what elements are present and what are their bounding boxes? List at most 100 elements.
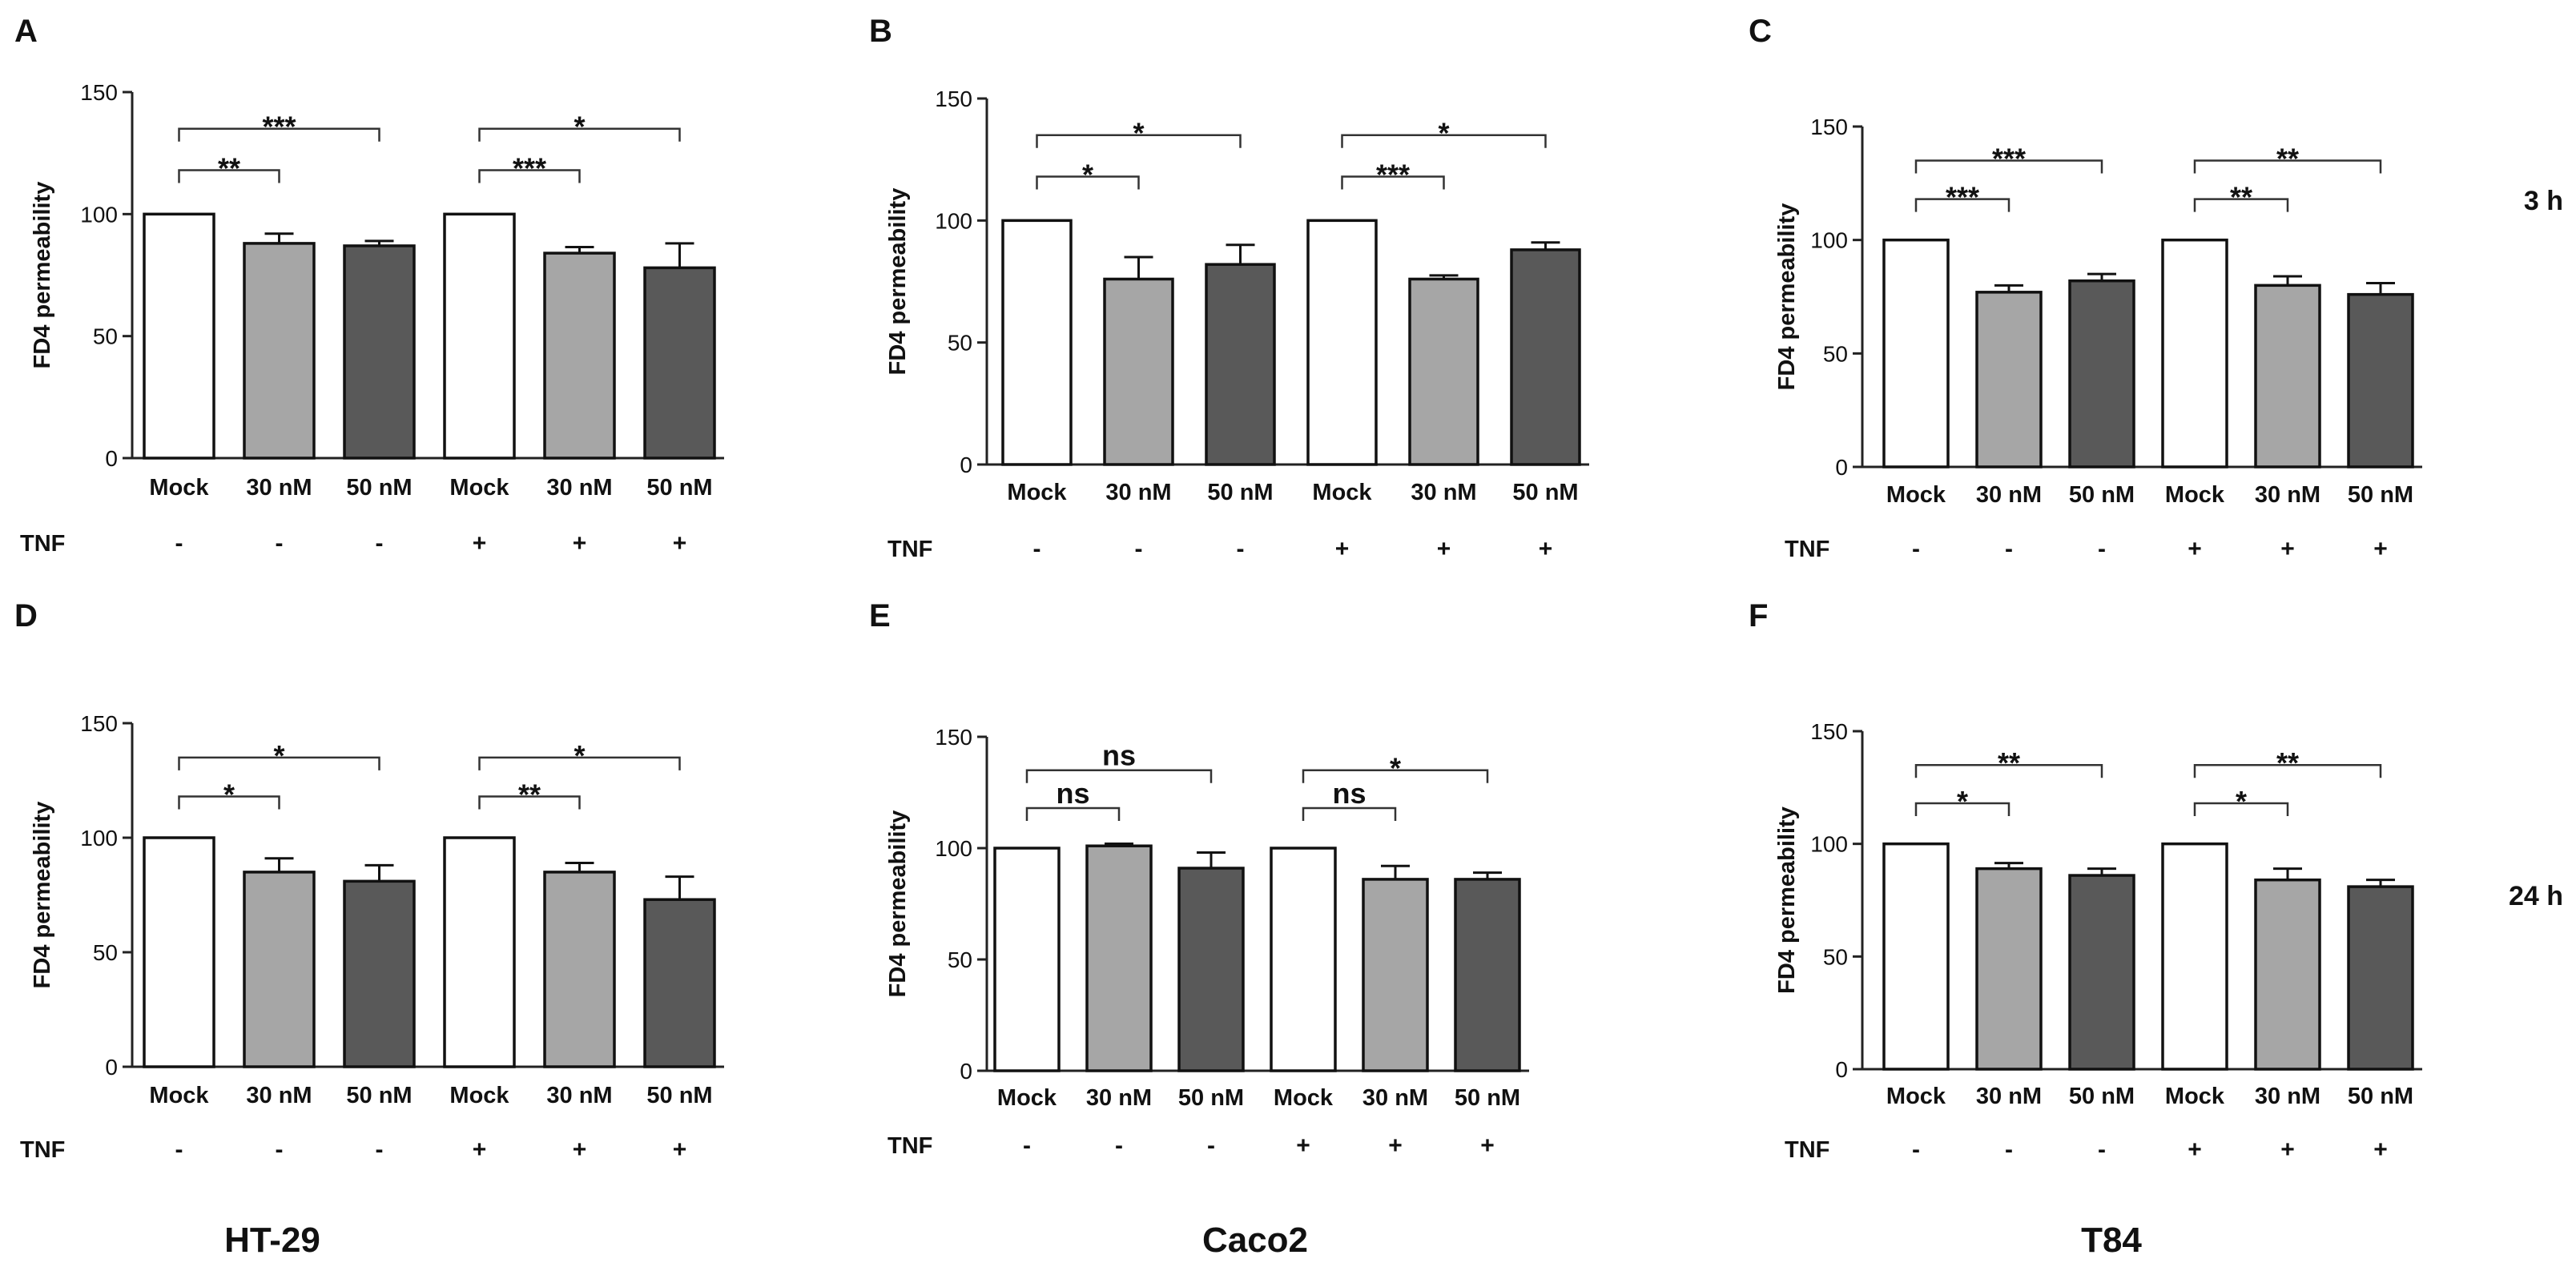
tnf-sign: + bbox=[1539, 536, 1553, 562]
tnf-sign: - bbox=[175, 530, 183, 557]
panel-letter: C bbox=[1749, 14, 1772, 49]
panel-C: C 0 50 100 150 FD4 permeability Mock - 30 nM - 50 … bbox=[1749, 14, 2422, 562]
category-label: Mock bbox=[2165, 1084, 2225, 1109]
bar-5 bbox=[643, 898, 716, 1068]
bar-3 bbox=[2161, 238, 2228, 469]
tnf-label: TNF bbox=[20, 531, 65, 557]
panel-B: B 0 50 100 150 FD4 permeability Mock - 30 nM - 50 … bbox=[869, 14, 1589, 562]
bar-1 bbox=[243, 871, 316, 1068]
category-label: 30 nM bbox=[246, 1083, 312, 1108]
significance-label: * bbox=[1133, 117, 1144, 150]
category-label: 50 nM bbox=[1512, 480, 1578, 505]
category-label: 50 nM bbox=[1207, 480, 1273, 505]
significance-label: ns bbox=[1056, 777, 1089, 810]
category-label: 30 nM bbox=[1411, 480, 1476, 505]
y-tick-label: 100 bbox=[80, 826, 118, 851]
significance-bracket bbox=[1036, 134, 1242, 148]
panel-letter: F bbox=[1749, 598, 1768, 633]
y-tick-label: 50 bbox=[93, 940, 118, 965]
tnf-sign: - bbox=[1207, 1132, 1215, 1159]
category-label: 50 nM bbox=[2348, 1084, 2413, 1109]
tnf-sign: + bbox=[473, 530, 487, 557]
category-label: 30 nM bbox=[1976, 482, 2042, 508]
row-label-24h: 24 h bbox=[2509, 881, 2563, 911]
y-tick-label: 50 bbox=[1823, 341, 1848, 366]
tnf-sign: + bbox=[673, 1136, 687, 1163]
significance-bracket bbox=[1341, 134, 1547, 148]
y-axis-label: FD4 permeability bbox=[1774, 203, 1800, 391]
category-label: Mock bbox=[1007, 480, 1067, 505]
bar-3 bbox=[1306, 219, 1378, 466]
tnf-sign: + bbox=[2280, 1136, 2295, 1163]
y-tick-label: 150 bbox=[935, 725, 972, 750]
tnf-sign: + bbox=[2188, 536, 2202, 562]
tnf-label: TNF bbox=[1785, 537, 1829, 562]
y-axis-label: FD4 permeability bbox=[1774, 806, 1800, 994]
y-tick-label: 50 bbox=[948, 331, 972, 356]
tnf-sign: - bbox=[2005, 536, 2013, 562]
panel-F: F 0 50 100 150 FD4 permeability Mock - 30 nM - 50 … bbox=[1749, 598, 2422, 1163]
significance-bracket bbox=[178, 795, 280, 810]
y-tick-label: 100 bbox=[80, 202, 118, 227]
tnf-sign: + bbox=[2188, 1136, 2202, 1163]
tnf-sign: - bbox=[1912, 1136, 1920, 1163]
category-label: 50 nM bbox=[346, 475, 412, 501]
category-label: 30 nM bbox=[1086, 1085, 1152, 1111]
bar-4 bbox=[543, 871, 616, 1068]
tnf-sign: - bbox=[276, 530, 284, 557]
significance-label: * bbox=[1390, 752, 1401, 785]
significance-bracket bbox=[1025, 806, 1121, 821]
panel-letter: B bbox=[869, 14, 892, 49]
column-label-t84: T84 bbox=[2081, 1221, 2142, 1260]
bar-2 bbox=[2068, 279, 2135, 469]
significance-bracket bbox=[178, 127, 380, 142]
y-tick-label: 150 bbox=[935, 86, 972, 111]
category-label: 30 nM bbox=[1362, 1085, 1428, 1111]
column-label-ht29: HT-29 bbox=[224, 1221, 320, 1260]
bar-2 bbox=[343, 244, 416, 460]
y-tick-label: 0 bbox=[105, 1055, 118, 1080]
bar-3 bbox=[443, 836, 516, 1068]
category-label: Mock bbox=[1312, 480, 1372, 505]
significance-label: ** bbox=[218, 151, 240, 184]
tnf-sign: + bbox=[2280, 536, 2295, 562]
y-tick-label: 0 bbox=[960, 452, 972, 477]
y-tick-label: 50 bbox=[1823, 944, 1848, 969]
category-label: 30 nM bbox=[546, 1083, 612, 1108]
y-tick-label: 100 bbox=[935, 836, 972, 861]
tnf-sign: + bbox=[1480, 1132, 1495, 1159]
significance-bracket bbox=[478, 795, 581, 810]
significance-label: ns bbox=[1102, 739, 1136, 772]
significance-label: *** bbox=[1946, 181, 1979, 214]
tnf-sign: - bbox=[1023, 1132, 1031, 1159]
tnf-label: TNF bbox=[888, 537, 932, 562]
significance-label: ** bbox=[2230, 181, 2252, 214]
row-label-3h: 3 h bbox=[2524, 186, 2563, 216]
y-tick-label: 50 bbox=[948, 947, 972, 972]
significance-bracket bbox=[178, 169, 280, 183]
significance-label: * bbox=[1438, 117, 1449, 150]
tnf-sign: - bbox=[376, 1136, 384, 1163]
category-label: 30 nM bbox=[1105, 480, 1171, 505]
tnf-sign: - bbox=[2098, 1136, 2106, 1163]
category-label: 30 nM bbox=[2255, 482, 2320, 508]
significance-label: *** bbox=[513, 151, 546, 184]
significance-bracket bbox=[2193, 159, 2382, 174]
category-label: 50 nM bbox=[2069, 1084, 2135, 1109]
significance-label: * bbox=[223, 778, 235, 811]
y-axis-label: FD4 permeability bbox=[885, 810, 911, 998]
tnf-sign: + bbox=[673, 530, 687, 557]
y-tick-label: 50 bbox=[93, 324, 118, 349]
category-label: Mock bbox=[1886, 1084, 1946, 1109]
y-tick-label: 0 bbox=[1835, 1057, 1848, 1082]
bar-4 bbox=[1362, 878, 1429, 1072]
panel-E: E 0 50 100 150 FD4 permeability Mock - 30 nM - 50 … bbox=[869, 598, 1529, 1159]
significance-bracket bbox=[1025, 769, 1213, 783]
y-tick-label: 0 bbox=[105, 446, 118, 471]
category-label: Mock bbox=[2165, 482, 2225, 508]
category-label: 50 nM bbox=[646, 475, 712, 501]
tnf-sign: + bbox=[573, 1136, 587, 1163]
significance-label: * bbox=[1957, 785, 1968, 818]
significance-label: ** bbox=[2276, 143, 2299, 175]
